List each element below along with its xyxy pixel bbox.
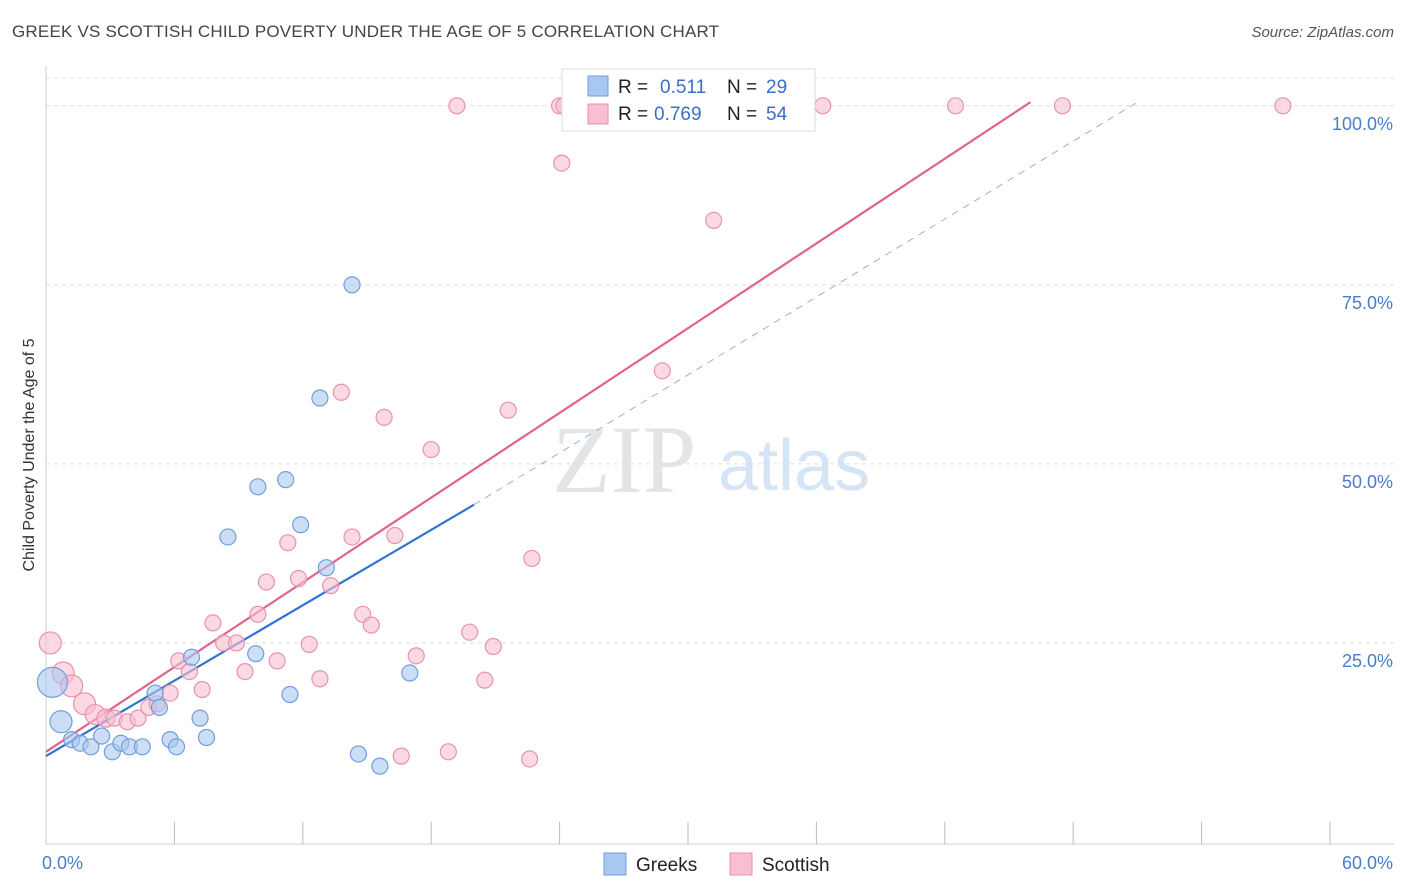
point-scottish (322, 577, 340, 595)
point-scottish (521, 750, 539, 768)
point-greeks (150, 698, 169, 717)
point-scottish (38, 631, 62, 655)
point-greeks (371, 757, 389, 775)
point-greeks (343, 276, 361, 294)
bottom-legend-scottish: Scottish (762, 855, 830, 876)
point-scottish (499, 401, 517, 419)
point-greeks (247, 645, 265, 663)
point-scottish (946, 97, 965, 115)
bottom-legend-swatch-greeks (603, 852, 627, 876)
point-greeks (146, 684, 164, 702)
point-scottish (180, 662, 198, 681)
point-greeks (311, 389, 329, 407)
point-scottish (249, 605, 267, 623)
point-scottish (129, 709, 147, 727)
point-greeks (49, 710, 73, 734)
point-scottish (375, 408, 393, 426)
point-greeks (219, 528, 237, 546)
chart-source: Source: ZipAtlas.com (1251, 24, 1394, 41)
point-scottish (705, 211, 723, 229)
point-greeks (133, 738, 151, 756)
chart-title: GREEK VS SCOTTISH CHILD POVERTY UNDER TH… (12, 22, 720, 41)
y-axis-label: Child Poverty Under the Age of 5 (21, 338, 38, 571)
point-scottish (300, 635, 318, 653)
point-greeks (292, 516, 310, 534)
data-points (36, 97, 1292, 775)
x-tick-label: 60.0% (1342, 853, 1393, 873)
point-scottish (386, 526, 404, 545)
watermark-atlas: atlas (718, 426, 870, 506)
legend-n-label-scottish: N = (727, 104, 757, 125)
grid-lines (46, 77, 1394, 644)
point-scottish (1274, 97, 1292, 115)
trendline-scottish (45, 101, 1032, 753)
point-scottish (362, 616, 380, 634)
point-scottish (332, 383, 350, 401)
point-scottish (1053, 97, 1072, 115)
point-scottish (236, 662, 254, 681)
point-greeks (191, 709, 209, 727)
point-scottish (268, 652, 286, 670)
legend-swatch-greeks (587, 75, 609, 97)
point-scottish (523, 549, 541, 568)
point-scottish (204, 614, 222, 632)
point-greeks (36, 666, 69, 698)
legend-n-value-scottish: 54 (766, 104, 788, 125)
legend-n-value-greeks: 29 (766, 77, 787, 98)
legend-r-value-greeks: 0.511 (660, 77, 706, 98)
point-scottish (343, 528, 361, 546)
bottom-legend-swatch-scottish (729, 852, 753, 876)
x-tick-label: 0.0% (42, 853, 83, 873)
point-greeks (401, 664, 419, 682)
legend-r-label-greeks: R = (618, 77, 648, 98)
axes: 25.0% 50.0% 75.0% 100.0% 0.0% 60.0% (42, 66, 1394, 873)
legend-r-value-scottish: 0.769 (654, 104, 702, 125)
point-scottish (422, 440, 440, 459)
legend-r-label-scottish: R = (618, 104, 648, 125)
y-tick-label: 50.0% (1342, 472, 1393, 492)
point-greeks (317, 559, 335, 577)
point-greeks (82, 738, 100, 756)
point-scottish (814, 97, 832, 115)
point-greeks (93, 727, 111, 745)
point-scottish (392, 747, 410, 765)
point-scottish (193, 680, 211, 699)
point-scottish (279, 534, 297, 552)
point-scottish (439, 743, 457, 761)
point-scottish (448, 97, 466, 115)
point-scottish (289, 569, 308, 588)
point-greeks (277, 471, 295, 489)
point-greeks (249, 478, 267, 496)
point-greeks (182, 648, 201, 666)
point-greeks (167, 738, 186, 756)
legend: R = 0.511 N = 29 R = 0.769 N = 54 (561, 68, 816, 132)
watermark-zip: ZIP (552, 406, 696, 513)
point-scottish (161, 684, 179, 702)
point-greeks (281, 685, 299, 704)
point-scottish (553, 154, 571, 172)
point-greeks (349, 745, 368, 763)
legend-swatch-scottish (587, 103, 609, 125)
bottom-legend-greeks: Greeks (636, 855, 697, 876)
point-scottish (311, 670, 329, 688)
y-tick-label: 25.0% (1342, 651, 1393, 671)
point-scottish (227, 634, 246, 652)
bottom-legend: Greeks Scottish (603, 852, 830, 876)
y-tick-label: 75.0% (1342, 293, 1393, 313)
point-scottish (407, 647, 425, 665)
point-scottish (461, 623, 479, 641)
point-scottish (476, 671, 494, 689)
point-scottish (257, 573, 276, 591)
y-tick-label: 100.0% (1332, 114, 1393, 134)
point-scottish (653, 362, 671, 380)
point-scottish (484, 637, 502, 656)
legend-n-label-greeks: N = (727, 77, 757, 98)
point-greeks (197, 728, 216, 747)
